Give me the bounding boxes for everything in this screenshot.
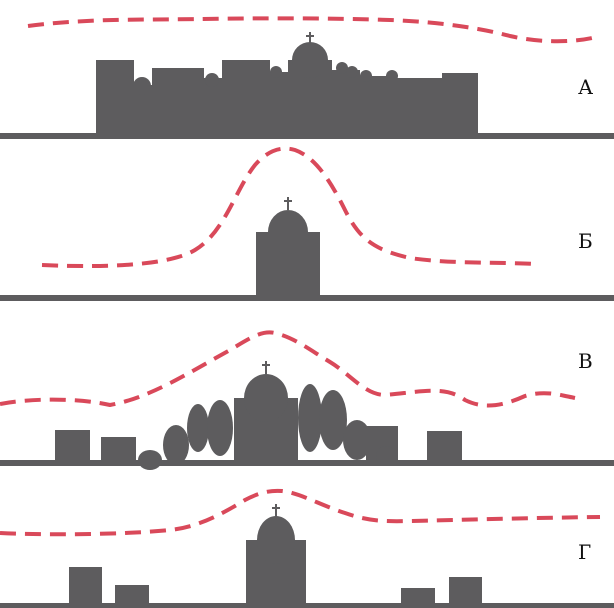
skyline-dashed-line-b — [41, 146, 536, 269]
skyline-dashed-line-a — [27, 16, 601, 44]
cross-icon — [284, 197, 292, 210]
ground-line-g — [0, 603, 614, 608]
church-building-b — [256, 210, 320, 297]
panel-b: Б — [0, 146, 614, 301]
panel-v: В — [0, 330, 614, 470]
panel-label-v: В — [578, 349, 593, 373]
building-cluster-v — [55, 374, 462, 470]
panel-label-g: Г — [578, 540, 591, 564]
panel-label-a: А — [578, 75, 593, 99]
ground-line-b — [0, 295, 614, 301]
panel-g: Г — [0, 488, 614, 608]
building-cluster-a — [96, 42, 478, 135]
ground-line-v — [0, 460, 614, 466]
cross-icon — [272, 504, 280, 517]
panel-a: А — [0, 16, 614, 139]
cross-icon — [306, 32, 314, 43]
ground-line-a — [0, 133, 614, 139]
panel-label-b: Б — [578, 229, 593, 253]
building-cluster-g — [69, 516, 482, 608]
cross-icon — [262, 361, 270, 374]
skyline-dashed-line-g — [0, 488, 601, 537]
skyline-dashed-line-v — [0, 330, 576, 408]
